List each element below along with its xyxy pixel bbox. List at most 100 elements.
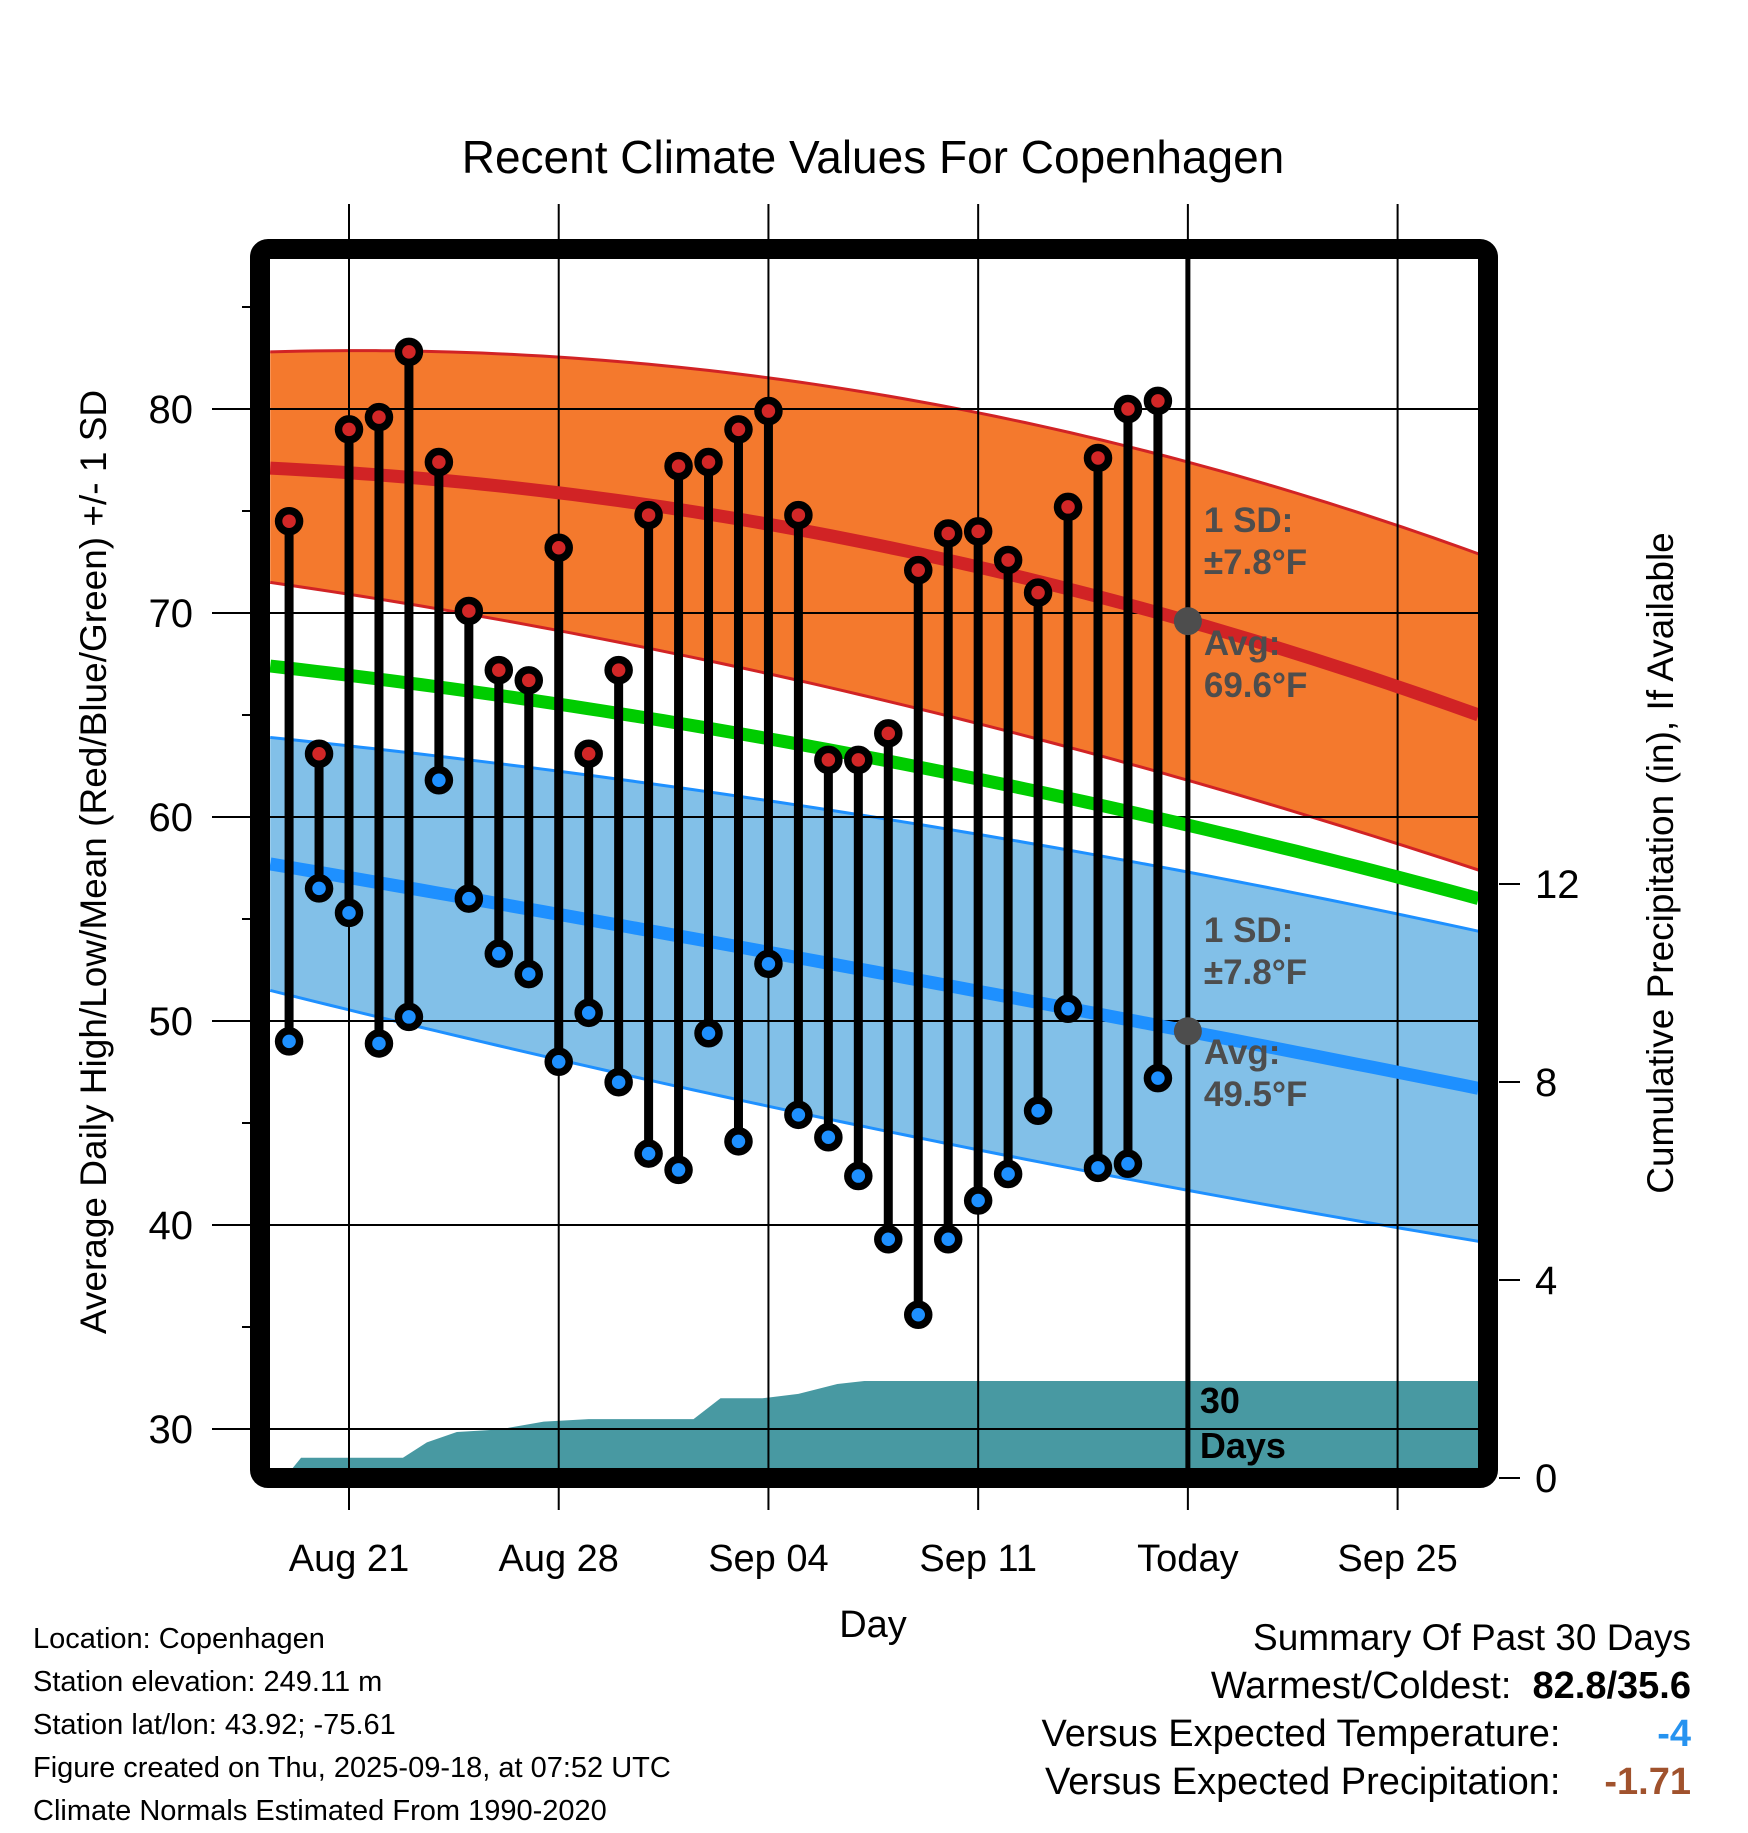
daily-low-point	[574, 998, 603, 1028]
plot-frame	[250, 239, 1498, 1488]
low-avg-value: 49.5°F	[1204, 1075, 1308, 1114]
daily-low-point	[1023, 1096, 1053, 1126]
daily-high-point	[993, 545, 1023, 575]
daily-low-point	[814, 1123, 843, 1152]
days-word-label: Days	[1200, 1425, 1286, 1466]
created-text: Figure created on Thu, 2025-09-18, at 07…	[33, 1752, 671, 1784]
daily-low-point	[963, 1186, 993, 1215]
normals-text: Climate Normals Estimated From 1990-2020	[33, 1795, 607, 1827]
daily-high-point	[754, 396, 783, 426]
daily-low-point	[844, 1161, 873, 1191]
station-info: Location: Copenhagen Station elevation: …	[33, 1618, 671, 1833]
y-tick-label: 70	[149, 592, 194, 636]
daily-low-point	[634, 1139, 663, 1168]
daily-high-point	[484, 655, 514, 685]
daily-high-point	[664, 451, 693, 481]
daily-low-point	[724, 1127, 753, 1156]
daily-high-point	[1113, 394, 1143, 424]
warmest-coldest-label: Warmest/Coldest:	[1210, 1665, 1512, 1707]
daily-low-point	[784, 1100, 813, 1130]
daily-high-point	[454, 596, 484, 626]
precipitation-area	[284, 1380, 1478, 1468]
daily-high-point	[604, 655, 633, 685]
daily-high-point	[334, 415, 364, 444]
high-sd-upper-line	[270, 349, 1478, 556]
x-tick-label: Sep 11	[919, 1538, 1037, 1580]
daily-high-point	[574, 739, 603, 769]
today-high-avg-marker	[1173, 607, 1202, 636]
high-avg-value: 69.6°F	[1204, 666, 1308, 705]
daily-low-point	[394, 1002, 424, 1032]
days-count-label: 30	[1200, 1380, 1240, 1421]
daily-low-point	[424, 766, 454, 795]
daily-high-point	[963, 517, 993, 546]
daily-high-point	[274, 506, 304, 536]
daily-high-point	[1083, 443, 1113, 473]
x-tick-label: Sep 25	[1337, 1538, 1457, 1580]
daily-high-point	[304, 739, 334, 769]
x-tick-label: Today	[1137, 1538, 1238, 1580]
low-avg-label: Avg:	[1204, 1033, 1280, 1072]
high-avg-label: Avg:	[1204, 624, 1280, 663]
low-sd-value: ±7.8°F	[1204, 953, 1307, 992]
summary-panel: Summary Of Past 30 Days Warmest/Coldest:…	[1042, 1614, 1691, 1806]
precip-anomaly-label: Versus Expected Precipitation:	[1045, 1761, 1561, 1803]
daily-low-point	[514, 959, 544, 989]
y2-tick-label: 8	[1535, 1061, 1557, 1105]
y2-axis-label: Cumulative Precipitation (in), If Availa…	[1640, 532, 1681, 1194]
daily-low-point	[484, 939, 514, 968]
daily-high-point	[1143, 386, 1173, 416]
y-tick-label: 80	[149, 388, 194, 432]
location-text: Location: Copenhagen	[33, 1623, 325, 1655]
daily-low-point	[1083, 1153, 1113, 1183]
summary-warmest-coldest: Warmest/Coldest: 82.8/35.6	[1042, 1662, 1691, 1710]
daily-low-point	[1113, 1149, 1143, 1179]
y-axis-label: Average Daily High/Low/Mean (Red/Blue/Gr…	[73, 390, 114, 1334]
daily-low-point	[933, 1225, 963, 1254]
daily-high-point	[634, 500, 663, 530]
temp-anomaly-value: -4	[1657, 1713, 1691, 1755]
daily-high-point	[514, 666, 544, 695]
high-sd-band	[270, 350, 1478, 870]
y-tick-label: 30	[149, 1408, 194, 1452]
daily-low-point	[1143, 1063, 1173, 1093]
summary-temp: Versus Expected Temperature: -4	[1042, 1710, 1691, 1758]
daily-high-point	[424, 447, 454, 477]
x-tick-label: Aug 28	[498, 1538, 618, 1580]
y-tick-label: 60	[149, 796, 194, 840]
daily-low-point	[364, 1029, 394, 1058]
x-tick-label: Sep 04	[708, 1538, 828, 1580]
daily-low-point	[304, 874, 334, 903]
daily-low-point	[754, 949, 783, 979]
high-sd-value: ±7.8°F	[1204, 543, 1307, 582]
low-sd-band	[270, 737, 1478, 1242]
daily-high-point	[544, 533, 573, 562]
summary-title: Summary Of Past 30 Days	[1253, 1617, 1691, 1658]
daily-high-point	[694, 447, 723, 477]
daily-low-point	[1053, 994, 1083, 1024]
low-sd-label: 1 SD:	[1204, 911, 1293, 950]
y2-tick-label: 4	[1535, 1259, 1557, 1303]
today-low-avg-marker	[1173, 1017, 1202, 1046]
daily-low-point	[454, 884, 484, 913]
x-tick-label: Aug 21	[289, 1538, 409, 1580]
summary-precip: Versus Expected Precipitation: -1.71	[1042, 1758, 1691, 1806]
daily-high-point	[394, 337, 424, 367]
daily-high-point	[364, 402, 394, 432]
chart-title: Recent Climate Values For Copenhagen	[462, 131, 1285, 183]
daily-low-point	[664, 1155, 693, 1185]
x-axis-label: Day	[839, 1604, 907, 1646]
y2-tick-label: 12	[1535, 863, 1580, 907]
temp-anomaly-label: Versus Expected Temperature:	[1041, 1713, 1561, 1755]
high-sd-label: 1 SD:	[1204, 501, 1293, 540]
latlon-text: Station lat/lon: 43.92; -75.61	[33, 1709, 396, 1741]
daily-high-point	[814, 745, 843, 775]
elevation-text: Station elevation: 249.11 m	[33, 1666, 383, 1698]
daily-high-point	[1023, 578, 1053, 607]
daily-high-point	[844, 745, 873, 775]
daily-low-point	[903, 1300, 933, 1330]
low-sd-lower-line	[270, 988, 1478, 1243]
daily-high-point	[933, 519, 963, 548]
